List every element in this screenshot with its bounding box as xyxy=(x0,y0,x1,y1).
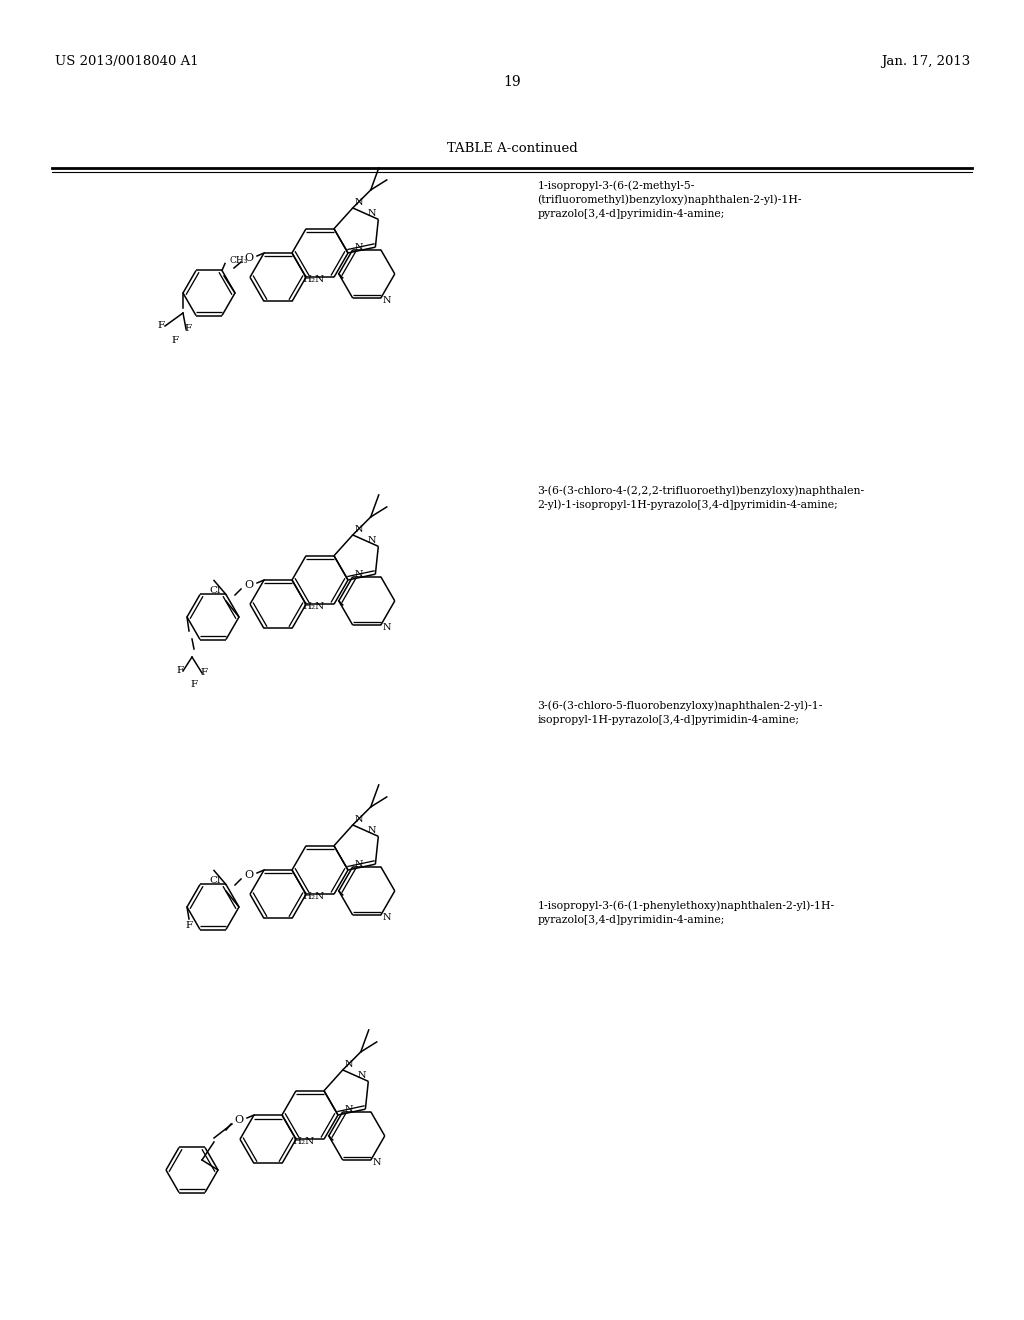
Text: N: N xyxy=(354,570,364,578)
Text: O: O xyxy=(245,870,254,880)
Text: Cl: Cl xyxy=(210,876,221,886)
Text: O: O xyxy=(245,579,254,590)
Text: O: O xyxy=(245,253,254,263)
Text: N: N xyxy=(354,814,364,824)
Text: F: F xyxy=(190,680,198,689)
Text: 19: 19 xyxy=(503,75,521,88)
Text: F: F xyxy=(201,668,208,677)
Text: N: N xyxy=(373,1158,381,1167)
Text: TABLE A-continued: TABLE A-continued xyxy=(446,141,578,154)
Text: N: N xyxy=(368,826,376,836)
Text: F: F xyxy=(176,667,183,675)
Text: 3-(6-(3-chloro-4-(2,2,2-trifluoroethyl)benzyloxy)naphthalen-
2-yl)-1-isopropyl-1: 3-(6-(3-chloro-4-(2,2,2-trifluoroethyl)b… xyxy=(538,484,864,511)
Text: N: N xyxy=(345,1105,353,1114)
Text: Cl: Cl xyxy=(210,586,221,595)
Text: O: O xyxy=(234,1115,244,1125)
Text: F: F xyxy=(184,323,191,333)
Text: H₂N: H₂N xyxy=(302,892,325,902)
Text: CH₃: CH₃ xyxy=(229,256,248,265)
Text: F: F xyxy=(185,921,193,931)
Text: US 2013/0018040 A1: US 2013/0018040 A1 xyxy=(55,55,199,69)
Text: N: N xyxy=(354,525,364,535)
Text: H₂N: H₂N xyxy=(302,276,325,284)
Text: F: F xyxy=(171,337,178,345)
Text: N: N xyxy=(383,913,391,923)
Text: F: F xyxy=(158,321,165,330)
Text: Jan. 17, 2013: Jan. 17, 2013 xyxy=(881,55,970,69)
Text: H₂N: H₂N xyxy=(302,602,325,611)
Text: N: N xyxy=(383,623,391,632)
Text: N: N xyxy=(357,1072,367,1080)
Text: N: N xyxy=(345,1060,353,1069)
Text: N: N xyxy=(368,210,376,218)
Text: N: N xyxy=(368,536,376,545)
Text: N: N xyxy=(354,859,364,869)
Text: N: N xyxy=(354,243,364,252)
Text: 1-isopropyl-3-(6-(1-phenylethoxy)naphthalen-2-yl)-1H-
pyrazolo[3,4-d]pyrimidin-4: 1-isopropyl-3-(6-(1-phenylethoxy)naphtha… xyxy=(538,900,835,924)
Text: H₂N: H₂N xyxy=(293,1138,314,1146)
Text: N: N xyxy=(383,296,391,305)
Text: 1-isopropyl-3-(6-(2-methyl-5-
(trifluoromethyl)benzyloxy)naphthalen-2-yl)-1H-
py: 1-isopropyl-3-(6-(2-methyl-5- (trifluoro… xyxy=(538,180,802,219)
Text: N: N xyxy=(354,198,364,207)
Text: 3-(6-(3-chloro-5-fluorobenzyloxy)naphthalen-2-yl)-1-
isopropyl-1H-pyrazolo[3,4-d: 3-(6-(3-chloro-5-fluorobenzyloxy)naphtha… xyxy=(538,700,823,725)
